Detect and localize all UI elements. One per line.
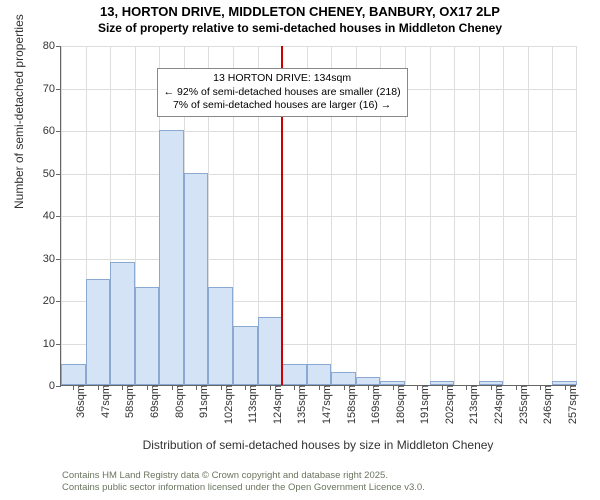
footer-attribution: Contains HM Land Registry data © Crown c… bbox=[62, 470, 425, 494]
xtick-label: 213sqm bbox=[466, 365, 482, 404]
gridline-vertical bbox=[576, 46, 577, 385]
plot-area: 0102030405060708036sqm47sqm58sqm69sqm80s… bbox=[60, 46, 576, 386]
gridline-vertical bbox=[528, 46, 529, 385]
gridline-vertical bbox=[61, 46, 62, 385]
x-axis-label-text: Distribution of semi-detached houses by … bbox=[143, 438, 494, 452]
xtick-label: 202sqm bbox=[442, 365, 458, 404]
annotation-box: 13 HORTON DRIVE: 134sqm← 92% of semi-det… bbox=[157, 68, 408, 117]
ytick-label: 80 bbox=[43, 40, 61, 52]
ytick-label: 50 bbox=[43, 168, 61, 180]
title-line1: 13, HORTON DRIVE, MIDDLETON CHENEY, BANB… bbox=[100, 4, 500, 19]
gridline-vertical bbox=[430, 46, 431, 385]
annotation-line: ← 92% of semi-detached houses are smalle… bbox=[164, 86, 401, 100]
gridline-vertical bbox=[503, 46, 504, 385]
xtick-label: 235sqm bbox=[516, 365, 532, 404]
ytick-label: 20 bbox=[43, 295, 61, 307]
gridline-vertical bbox=[552, 46, 553, 385]
footer-line: Contains HM Land Registry data © Crown c… bbox=[62, 470, 425, 482]
xtick-label: 191sqm bbox=[417, 365, 433, 404]
ytick-label: 0 bbox=[49, 380, 61, 392]
gridline-horizontal bbox=[61, 216, 576, 217]
ytick-label: 40 bbox=[43, 210, 61, 222]
chart-subtitle: Size of property relative to semi-detach… bbox=[0, 21, 600, 35]
ytick-label: 10 bbox=[43, 338, 61, 350]
xtick-label: 246sqm bbox=[540, 365, 556, 404]
ytick-label: 70 bbox=[43, 83, 61, 95]
xtick-label: 158sqm bbox=[344, 365, 360, 404]
chart-container: 13, HORTON DRIVE, MIDDLETON CHENEY, BANB… bbox=[0, 0, 600, 500]
xtick-label: 224sqm bbox=[491, 365, 507, 404]
ytick-label: 60 bbox=[43, 125, 61, 137]
xtick-label: 257sqm bbox=[565, 365, 581, 404]
annotation-line: 7% of semi-detached houses are larger (1… bbox=[164, 99, 401, 113]
ytick-label: 30 bbox=[43, 253, 61, 265]
x-axis-label: Distribution of semi-detached houses by … bbox=[60, 438, 576, 452]
histogram-bar bbox=[159, 130, 184, 385]
gridline-horizontal bbox=[61, 46, 576, 47]
gridline-vertical bbox=[479, 46, 480, 385]
annotation-line: 13 HORTON DRIVE: 134sqm bbox=[164, 72, 401, 86]
gridline-vertical bbox=[454, 46, 455, 385]
footer-line: Contains public sector information licen… bbox=[62, 482, 425, 494]
histogram-bar bbox=[110, 262, 135, 385]
xtick-label: 169sqm bbox=[368, 365, 384, 404]
gridline-horizontal bbox=[61, 174, 576, 175]
y-axis-label-text: Number of semi-detached properties bbox=[12, 14, 26, 209]
title-line2: Size of property relative to semi-detach… bbox=[98, 21, 502, 35]
chart-title: 13, HORTON DRIVE, MIDDLETON CHENEY, BANB… bbox=[0, 0, 600, 21]
gridline-horizontal bbox=[61, 131, 576, 132]
histogram-bar bbox=[184, 173, 209, 386]
xtick-label: 180sqm bbox=[393, 365, 409, 404]
gridline-horizontal bbox=[61, 259, 576, 260]
